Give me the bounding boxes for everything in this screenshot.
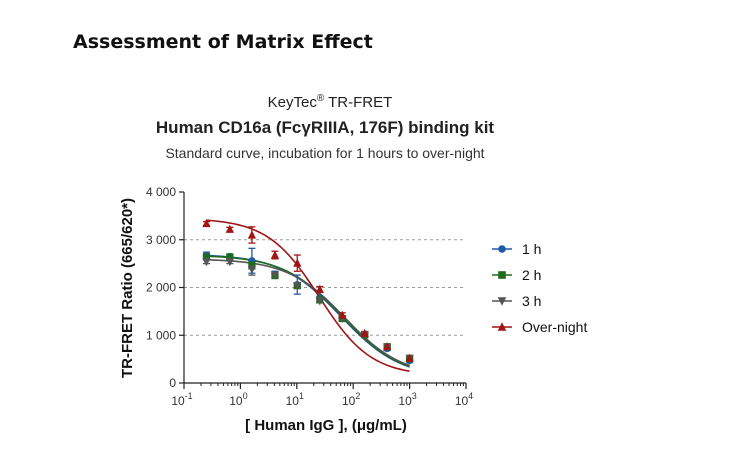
legend-marker-over-night: [497, 322, 507, 331]
chart-title-brand-mark: ®: [317, 93, 325, 104]
y-axis-label: TR-FRET Ratio (665/620*): [119, 198, 136, 378]
tick-labels: 0 1 000 2 000 3 000 4 000 10-1 100 101 102 103 104: [146, 185, 473, 408]
fit-curve-3-h: [206, 258, 410, 367]
point-2-h: [226, 253, 234, 261]
fit-curve-over-night: [206, 219, 410, 373]
point-3-h: [247, 265, 257, 274]
y-tick-label: 4 000: [146, 185, 176, 199]
axes: [179, 191, 467, 389]
point-3-h: [315, 297, 324, 306]
chart-subtitle: Standard curve, incubation for 1 hours t…: [165, 145, 484, 161]
y-tick-label: 0: [169, 376, 176, 390]
legend-label-2-h: 2 h: [522, 267, 541, 283]
point-2-h: [202, 253, 211, 261]
chart-title-rest: TR-FRET: [324, 94, 392, 111]
y-tick-label: 3 000: [146, 233, 176, 247]
legend-marker-1-h: [498, 245, 506, 253]
point-over-night: [360, 328, 369, 337]
legend: 1 h 2 h 3 h Over-night: [492, 241, 587, 335]
chart-title-line2: Human CD16a (FcγRIIIA, 176F) binding kit: [156, 118, 495, 137]
point-over-night: [293, 258, 302, 267]
y-tick-label: 1 000: [146, 328, 176, 342]
point-over-night: [270, 250, 280, 259]
y-tick-label: 2 000: [146, 281, 176, 295]
x-tick-label: 100: [229, 391, 247, 408]
legend-label-3-h: 3 h: [522, 293, 541, 309]
point-over-night: [405, 353, 414, 362]
gridlines: [184, 239, 466, 336]
point-3-h: [293, 281, 302, 291]
point-over-night: [315, 284, 324, 294]
x-tick-label: 103: [398, 391, 416, 408]
data-points: [202, 218, 414, 365]
x-tick-label: 101: [286, 391, 304, 408]
point-over-night: [225, 224, 234, 233]
point-over-night: [338, 310, 347, 319]
legend-marker-3-h: [497, 297, 507, 306]
chart-title-brand: KeyTec: [268, 94, 318, 111]
x-tick-label: 104: [455, 391, 473, 408]
legend-label-1-h: 1 h: [522, 241, 541, 257]
x-tick-label: 102: [342, 391, 360, 408]
point-3-h: [225, 258, 234, 267]
x-axis-label: [ Human IgG ], (μg/mL): [245, 417, 407, 434]
chart-title-line1: KeyTec® TR-FRET: [268, 93, 393, 111]
legend-label-over-night: Over-night: [522, 319, 587, 335]
page-heading: Assessment of Matrix Effect: [73, 31, 373, 53]
x-tick-label: 10-1: [171, 391, 192, 408]
point-over-night: [383, 342, 392, 351]
point-3-h: [270, 271, 280, 280]
error-bars: [202, 220, 414, 364]
point-over-night: [202, 218, 211, 228]
point-3-h: [202, 258, 211, 267]
fit-curves: [206, 219, 410, 373]
point-2-h: [248, 261, 256, 269]
point-over-night: [247, 230, 257, 239]
legend-marker-2-h: [498, 271, 506, 279]
